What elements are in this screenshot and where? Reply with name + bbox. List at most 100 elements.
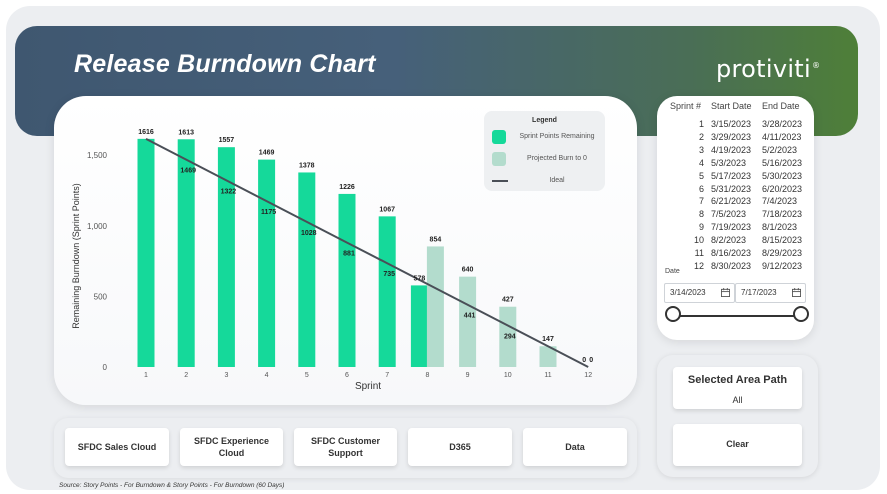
remaining-bar — [137, 138, 155, 367]
x-tick-label: 8 — [425, 372, 429, 379]
clear-button[interactable]: Clear — [673, 424, 802, 466]
end-date-cell: 4/11/2023 — [762, 131, 802, 142]
sprint-number-cell: 12 — [693, 260, 704, 271]
date-range-slider-track[interactable] — [673, 315, 801, 317]
x-tick-label: 6 — [345, 372, 349, 379]
end-date-cell: 8/15/2023 — [762, 235, 803, 246]
end-date-cell: 5/16/2023 — [762, 157, 803, 168]
y-tick-label: 1,500 — [87, 151, 108, 160]
start-date-cell: 5/31/2023 — [711, 183, 752, 194]
start-date-cell: 3/15/2023 — [711, 119, 752, 129]
start-date-cell: 4/19/2023 — [711, 144, 752, 155]
area-path-value: All — [732, 395, 743, 405]
ideal-data-label: 0 — [582, 357, 586, 364]
date-filter-label: Date — [665, 268, 680, 275]
filter-label: D365 — [449, 442, 471, 452]
x-tick-label: 4 — [265, 372, 269, 379]
sprint-number-cell: 6 — [698, 183, 704, 194]
page-title: Release Burndown Chart — [74, 50, 376, 78]
start-date-cell: 7/19/2023 — [711, 222, 752, 233]
calendar-icon[interactable] — [721, 288, 730, 297]
start-date-cell: 5/17/2023 — [711, 170, 752, 181]
end-date-cell: 3/28/2023 — [762, 119, 803, 129]
projected-data-label: 0 — [589, 357, 593, 364]
x-tick-label: 3 — [224, 372, 228, 379]
remaining-bar — [217, 147, 235, 367]
legend-item-remaining[interactable]: Sprint Points Remaining — [492, 130, 604, 144]
x-tick-label: 12 — [584, 372, 592, 379]
legend-item-ideal[interactable]: Ideal — [492, 174, 604, 188]
remaining-bar — [378, 216, 396, 367]
x-tick-label: 2 — [184, 372, 188, 379]
start-date-cell: 3/29/2023 — [711, 131, 752, 142]
header-end-date[interactable]: End Date — [762, 101, 800, 111]
remaining-bar — [177, 139, 195, 367]
x-tick-label: 7 — [385, 372, 389, 379]
ideal-data-label: 1175 — [261, 209, 276, 216]
projected-data-label: 640 — [462, 267, 474, 274]
calendar-icon[interactable] — [792, 288, 801, 297]
sprint-number-cell: 11 — [694, 248, 704, 258]
filter-label: Data — [565, 442, 585, 452]
remaining-data-label: 1616 — [138, 129, 154, 136]
sprint-number-cell: 1 — [698, 119, 704, 129]
logo-registered-mark: ® — [812, 61, 821, 70]
projected-bar — [539, 346, 557, 367]
end-date-input[interactable]: 7/17/2023 — [735, 283, 806, 303]
remaining-data-label: 1613 — [178, 129, 194, 136]
filter-data-button[interactable]: Data — [523, 428, 627, 466]
ideal-data-label: 1322 — [221, 188, 237, 195]
projected-bar — [426, 246, 444, 367]
filter-sfdc-sales-cloud-button[interactable]: SFDC Sales Cloud — [65, 428, 169, 466]
sprint-number-cell: 5 — [698, 170, 704, 181]
end-date-cell: 5/30/2023 — [762, 170, 803, 181]
filter-sfdc-experience-cloud-button[interactable]: SFDC Experience Cloud — [180, 428, 283, 466]
header-start-date[interactable]: Start Date — [711, 101, 752, 111]
clear-button-label: Clear — [726, 439, 749, 449]
sprint-number-cell: 2 — [698, 131, 704, 142]
filter-label: SFDC Sales Cloud — [77, 442, 157, 452]
legend-item-projected[interactable]: Projected Burn to 0 — [492, 152, 604, 166]
x-tick-label: 10 — [504, 372, 512, 379]
date-range-end-handle[interactable] — [793, 306, 809, 322]
end-date-cell: 8/1/2023 — [762, 222, 798, 233]
projected-data-label: 854 — [430, 236, 442, 243]
legend-label: Projected Burn to 0 — [527, 155, 587, 162]
sprint-number-cell: 7 — [698, 196, 704, 207]
x-tick-label: 5 — [305, 372, 309, 379]
sprint-number-cell: 3 — [698, 144, 704, 155]
green-square-icon — [492, 130, 506, 144]
ideal-data-label: 294 — [504, 333, 516, 340]
header-sprint-number[interactable]: Sprint # — [670, 101, 702, 111]
end-date-cell: 6/20/2023 — [762, 183, 803, 194]
projected-bar — [499, 306, 517, 367]
legend-label: Ideal — [549, 177, 565, 184]
x-axis-title: Sprint — [355, 381, 381, 392]
start-date-cell: 8/30/2023 — [711, 260, 752, 271]
remaining-data-label: 1067 — [379, 206, 395, 213]
ideal-data-label: 1469 — [180, 168, 196, 175]
y-axis-title: Remaining Burndown (Sprint Points) — [71, 183, 81, 329]
legend-label: Sprint Points Remaining — [519, 133, 595, 140]
end-date-cell: 5/2/2023 — [762, 144, 798, 155]
end-date-cell: 9/12/2023 — [762, 260, 803, 271]
selected-area-path-card[interactable]: Selected Area Path All — [673, 367, 802, 409]
area-path-title: Selected Area Path — [687, 374, 788, 386]
x-tick-label: 9 — [466, 372, 470, 379]
remaining-data-label: 578 — [414, 275, 426, 282]
x-tick-label: 11 — [544, 372, 551, 379]
projected-bar — [459, 276, 477, 367]
remaining-data-label: 1226 — [339, 184, 355, 191]
sprint-number-cell: 4 — [698, 157, 704, 168]
filter-sfdc-customer-support-button[interactable]: SFDC Customer Support — [294, 428, 397, 466]
date-range-start-handle[interactable] — [665, 306, 681, 322]
start-date-input[interactable]: 3/14/2023 — [664, 283, 735, 303]
ideal-line — [145, 137, 589, 368]
start-date-cell: 6/21/2023 — [711, 196, 752, 207]
end-date-cell: 7/4/2023 — [762, 196, 798, 207]
sprint-number-cell: 8 — [698, 209, 704, 220]
logo-text: protiviti — [716, 55, 811, 83]
filter-d365-button[interactable]: D365 — [408, 428, 512, 466]
legend-title: Legend — [532, 117, 557, 124]
